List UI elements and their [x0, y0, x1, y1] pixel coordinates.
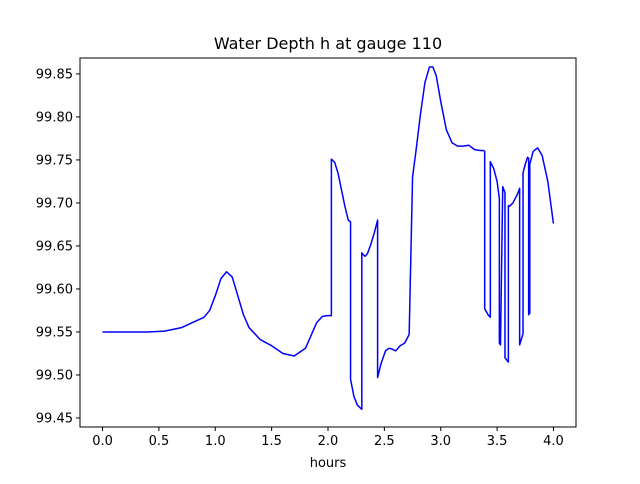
x-tick-label: 0.0	[92, 434, 113, 449]
series-line-0	[102, 66, 555, 411]
x-tick-label: 1.5	[261, 434, 282, 449]
x-tick-label: 3.0	[430, 434, 451, 449]
chart-title: Water Depth h at gauge 110	[214, 34, 442, 53]
plot-area	[102, 66, 555, 411]
x-axis-label: hours	[310, 456, 347, 471]
y-tick-label: 99.60	[36, 282, 73, 297]
y-tick-label: 99.45	[36, 411, 73, 426]
x-tick-label: 2.5	[374, 434, 395, 449]
x-axis: 0.0 0.5 1.0 1.5 2.0 2.5 3.0 3.5 4.0	[92, 427, 564, 449]
y-tick-label: 99.50	[36, 368, 73, 383]
y-axis: 99.45 99.50 99.55 99.60 99.65 99.70 99.75 99.80…	[36, 67, 80, 426]
y-tick-label: 99.70	[36, 196, 73, 211]
x-tick-label: 0.5	[149, 434, 170, 449]
y-tick-label: 99.80	[36, 110, 73, 125]
y-tick-label: 99.55	[36, 325, 73, 340]
y-tick-label: 99.75	[36, 153, 73, 168]
y-tick-label: 99.85	[36, 67, 73, 82]
x-tick-label: 3.5	[487, 434, 508, 449]
x-tick-label: 2.0	[318, 434, 339, 449]
y-tick-label: 99.65	[36, 239, 73, 254]
x-tick-label: 1.0	[205, 434, 226, 449]
x-tick-label: 4.0	[543, 434, 564, 449]
